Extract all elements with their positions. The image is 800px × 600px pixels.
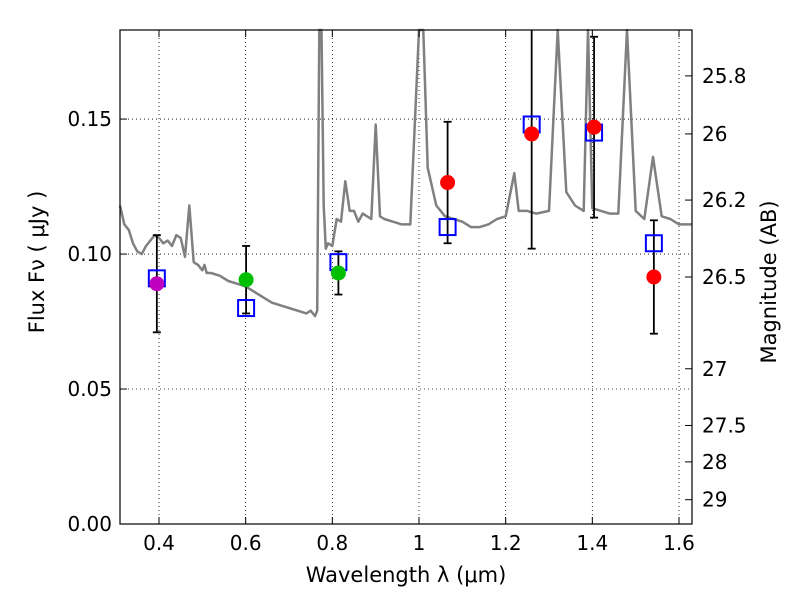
- observed-point: [646, 269, 662, 285]
- observed-point: [440, 175, 456, 191]
- spectrum-line: [118, 28, 692, 318]
- y2-tick-label: 26.5: [702, 265, 747, 289]
- y2-tick-label: 25.8: [702, 64, 747, 88]
- y-axis-label: Flux Fν ( μJy ): [25, 191, 49, 334]
- x-tick-label: 1.4: [576, 531, 608, 555]
- y2-tick-label: 26.2: [702, 188, 747, 212]
- observed-points: [149, 119, 662, 292]
- y-tick-label: 0.00: [67, 512, 112, 536]
- observed-point: [330, 265, 346, 281]
- x-tick-label: 1.2: [490, 531, 522, 555]
- y2-tick-label: 29: [702, 488, 727, 512]
- y-tick-label: 0.05: [67, 377, 112, 401]
- model-square: [438, 218, 457, 237]
- x-tick-label: 1: [413, 531, 426, 555]
- y-tick-label: 0.10: [67, 242, 112, 266]
- x-axis-label: Wavelength λ (μm): [306, 563, 507, 587]
- observed-point: [586, 119, 602, 135]
- x-axis-ticks: 0.4 0.6 0.8 1 1.2 1.4 1.6: [143, 30, 695, 555]
- model-square: [237, 299, 256, 318]
- y2-tick-label: 27: [702, 357, 727, 381]
- x-tick-label: 0.6: [230, 531, 262, 555]
- y-tick-label: 0.15: [67, 107, 112, 131]
- grid-lines: [120, 30, 692, 524]
- y2-tick-label: 27.5: [702, 413, 747, 437]
- y-axis-ticks: 0.00 0.05 0.10 0.15: [67, 107, 127, 536]
- observed-point: [524, 126, 540, 142]
- y2-axis-label: Magnitude (AB): [757, 200, 781, 363]
- model-square: [644, 234, 663, 253]
- x-tick-label: 0.4: [143, 531, 175, 555]
- x-tick-label: 0.8: [316, 531, 348, 555]
- x-tick-label: 1.6: [663, 531, 695, 555]
- y2-tick-label: 26: [702, 122, 727, 146]
- model-spectrum: [118, 28, 692, 318]
- observed-point: [149, 276, 165, 292]
- observed-point: [238, 272, 254, 288]
- y2-tick-label: 28: [702, 450, 727, 474]
- y2-axis-ticks: 25.8 26 26.2 26.5 27 27.5 28 29: [685, 64, 747, 512]
